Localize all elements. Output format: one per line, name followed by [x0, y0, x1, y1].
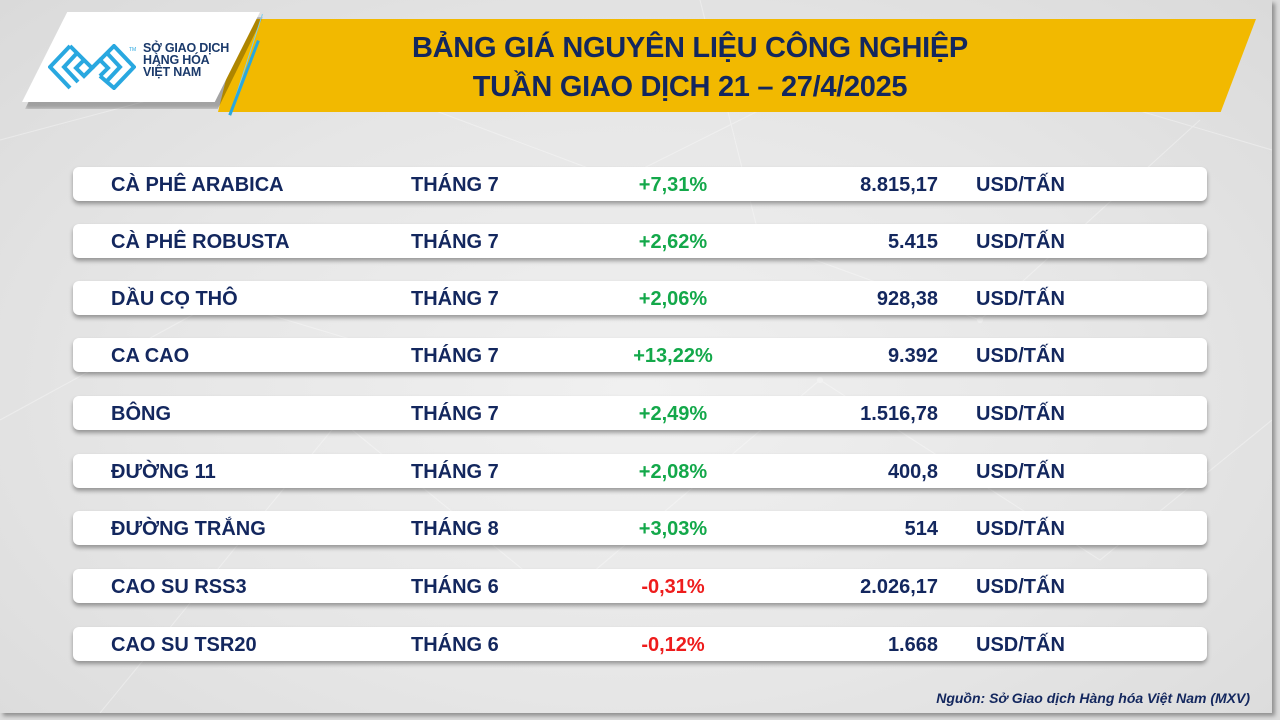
- price-unit: USD/TẤN: [976, 634, 1065, 656]
- contract-month: THÁNG 6: [411, 634, 499, 656]
- closing-price: 400,8: [887, 461, 938, 483]
- price-unit: USD/TẤN: [976, 576, 1065, 598]
- price-unit: USD/TẤN: [976, 403, 1065, 425]
- closing-price: 8.815,17: [860, 174, 938, 196]
- closing-price: 2.026,17: [860, 576, 938, 598]
- weekly-change: -0,31%: [641, 576, 705, 598]
- mxv-logo-icon: [48, 44, 136, 90]
- table-row-6: ĐƯỜNG 11 THÁNG 7 +2,08% 400,8 USD/TẤN: [73, 454, 1207, 488]
- commodity-name: DẦU CỌ THÔ: [111, 288, 238, 310]
- weekly-change: -0,12%: [641, 634, 705, 656]
- title-band: [218, 19, 1256, 112]
- logo-line-1: SỞ GIAO DỊCH: [143, 41, 230, 55]
- weekly-change: +3,03%: [638, 518, 708, 540]
- table-row-3: DẦU CỌ THÔ THÁNG 7 +2,06% 928,38 USD/TẤN: [73, 281, 1207, 315]
- contract-month: THÁNG 8: [411, 518, 499, 540]
- logo-line-3: VIỆT NAM: [143, 65, 202, 79]
- commodity-name: BÔNG: [111, 403, 171, 425]
- contract-month: THÁNG 7: [411, 288, 499, 310]
- logo-wordmark: SỞ GIAO DỊCH HÀNG HÓA VIỆT NAM: [143, 41, 230, 79]
- contract-month: THÁNG 7: [411, 403, 499, 425]
- commodity-name: CAO SU RSS3: [111, 576, 247, 598]
- commodity-name: CÀ PHÊ ARABICA: [111, 174, 284, 196]
- commodity-name: CA CAO: [111, 345, 190, 367]
- commodity-name: ĐƯỜNG 11: [111, 461, 216, 483]
- logo-line-2: HÀNG HÓA: [143, 53, 210, 67]
- commodity-name: CAO SU TSR20: [111, 634, 257, 656]
- weekly-change: +2,49%: [638, 403, 708, 425]
- title-line-1: BẢNG GIÁ NGUYÊN LIỆU CÔNG NGHIỆP: [412, 32, 968, 64]
- source-note: Nguồn: Sở Giao dịch Hàng hóa Việt Nam (M…: [936, 690, 1250, 706]
- logo-trademark: TM: [129, 47, 137, 53]
- commodity-name: CÀ PHÊ ROBUSTA: [111, 231, 290, 253]
- price-unit: USD/TẤN: [976, 345, 1065, 367]
- weekly-change: +2,06%: [638, 288, 708, 310]
- closing-price: 9.392: [887, 345, 938, 367]
- price-unit: USD/TẤN: [976, 231, 1065, 253]
- contract-month: THÁNG 7: [411, 231, 499, 253]
- price-unit: USD/TẤN: [976, 461, 1065, 483]
- table-row-8: CAO SU RSS3 THÁNG 6 -0,31% 2.026,17 USD/…: [73, 569, 1207, 603]
- closing-price: 928,38: [876, 288, 938, 310]
- table-row-7: ĐƯỜNG TRẮNG THÁNG 8 +3,03% 514 USD/TẤN: [73, 511, 1207, 545]
- contract-month: THÁNG 7: [411, 345, 499, 367]
- closing-price: 5.415: [887, 231, 938, 253]
- table-row-5: BÔNG THÁNG 7 +2,49% 1.516,78 USD/TẤN: [73, 396, 1207, 430]
- contract-month: THÁNG 6: [411, 576, 499, 598]
- weekly-change: +7,31%: [638, 174, 708, 196]
- table-row-1: CÀ PHÊ ARABICA THÁNG 7 +7,31% 8.815,17 U…: [73, 167, 1207, 201]
- weekly-change: +2,08%: [638, 461, 708, 483]
- contract-month: THÁNG 7: [411, 174, 499, 196]
- table-row-9: CAO SU TSR20 THÁNG 6 -0,12% 1.668 USD/TẤ…: [73, 627, 1207, 661]
- price-unit: USD/TẤN: [976, 174, 1065, 196]
- title-line-2: TUẦN GIAO DỊCH 21 – 27/4/2025: [472, 71, 908, 103]
- contract-month: THÁNG 7: [411, 461, 499, 483]
- weekly-change: +13,22%: [633, 345, 713, 367]
- price-unit: USD/TẤN: [976, 518, 1065, 540]
- table-row-2: CÀ PHÊ ROBUSTA THÁNG 7 +2,62% 5.415 USD/…: [73, 224, 1207, 258]
- closing-price: 1.516,78: [860, 403, 938, 425]
- page-title: BẢNG GIÁ NGUYÊN LIỆU CÔNG NGHIỆP TUẦN GI…: [300, 29, 1080, 107]
- closing-price: 1.668: [887, 634, 938, 656]
- closing-price: 514: [904, 518, 938, 540]
- commodity-name: ĐƯỜNG TRẮNG: [111, 518, 266, 540]
- table-row-4: CA CAO THÁNG 7 +13,22% 9.392 USD/TẤN: [73, 338, 1207, 372]
- weekly-change: +2,62%: [638, 231, 708, 253]
- price-unit: USD/TẤN: [976, 288, 1065, 310]
